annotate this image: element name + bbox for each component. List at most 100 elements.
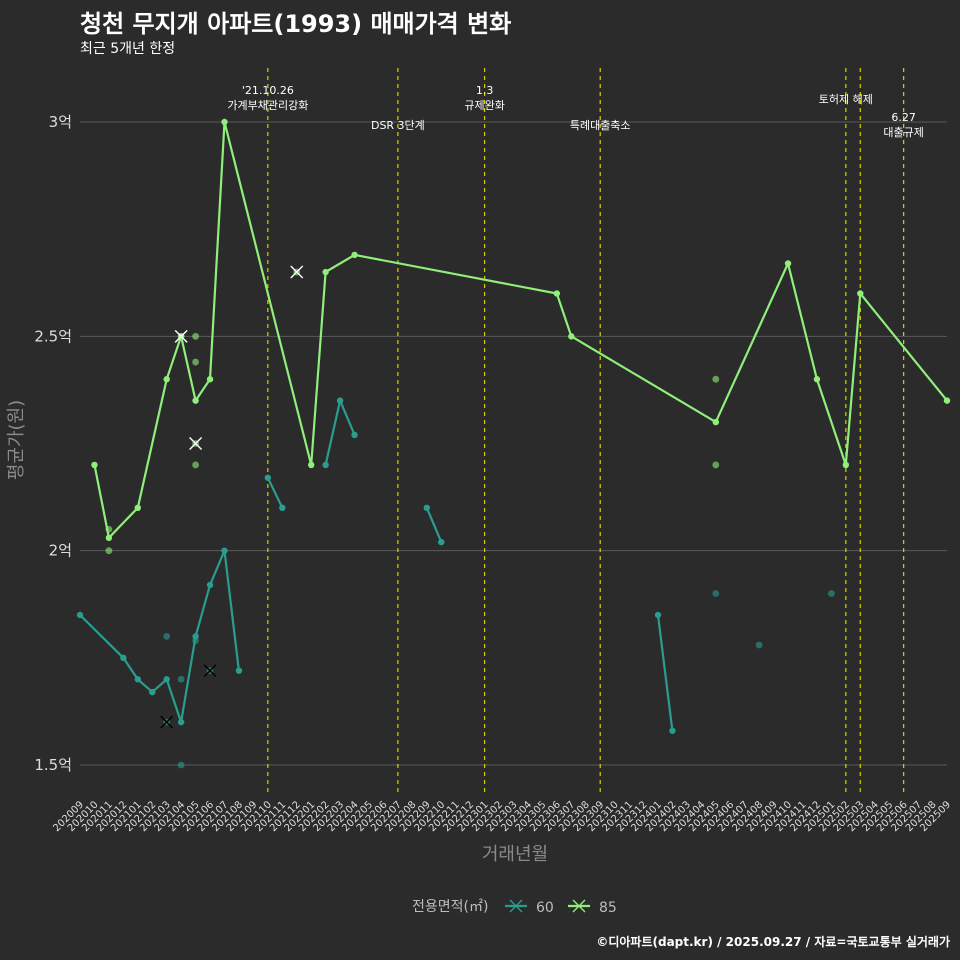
legend-swatch-cross-60-b [509,899,523,913]
series-60-point-3-1 [438,538,445,546]
legend-label-60: 60 [536,900,554,916]
series-85-cross-2-b [290,265,304,279]
series-85 [91,118,951,555]
series-85-point-0-15 [813,376,821,383]
legend-swatch-cross-60 [509,899,523,913]
series-60-point-0-9 [235,667,243,674]
series-85-point-0-0 [91,461,98,469]
series-60-point-1-0 [264,474,272,481]
series-60-point-0-1 [120,654,127,662]
series-85-cross-2 [290,265,304,279]
series-60-point-0-8 [221,547,228,554]
series-85-dot-5 [712,375,720,383]
series-60-dot-5 [755,641,763,649]
series-85-line-0 [93,120,948,539]
series-85-point-0-1 [105,534,113,542]
series-85-dot-2 [192,332,200,340]
series-85-point-0-11 [553,290,561,297]
legend-swatch-cross-85 [572,899,586,913]
chart-subtitle: 최근 5개년 한정 [80,41,176,57]
event-label-202506-1: 대출규제 [883,126,923,139]
series-60-line-3 [425,507,443,543]
series-85-point-0-9 [322,268,329,276]
series-85-dot-3 [192,358,200,366]
series-60-point-0-5 [177,718,185,726]
legend: 전용면적(㎡) 60 85 [412,899,617,916]
series-85-dot-6 [712,461,720,469]
y-tick-label-3: 3억 [49,113,72,131]
axis-layer: 1.5억2억2.5억3억2020092020102020112020122021… [34,113,953,834]
series-60-cross-1 [203,664,217,678]
series-85-point-0-16 [842,461,850,469]
series-60-point-2-0 [322,461,329,469]
series-60-point-2-1 [336,397,344,404]
series-60-point-0-3 [149,688,156,696]
series-60-dot-2 [177,761,185,769]
series-60-point-1-1 [279,504,286,512]
series-85-point-0-10 [351,251,358,259]
series-85-point-0-13 [712,418,719,426]
series-60-point-0-2 [134,676,141,683]
chart-title: 청천 무지개 아파트(1993) 매매가격 변화 [80,10,512,38]
series-85-point-0-17 [857,290,864,297]
legend-swatch-cross-85-b [572,899,586,913]
series-60-point-0-7 [206,581,214,589]
series-60-dot-3 [192,637,200,645]
series-layer [76,118,951,769]
series-85-point-0-3 [163,376,170,383]
legend-label-85: 85 [599,900,617,916]
series-85-cross-0-b [174,329,188,343]
series-60-cross-0 [160,715,174,729]
series-85-cross-1-b [189,437,203,450]
event-label-202207-0: DSR 3단계 [371,119,425,132]
series-60-line-0 [79,549,240,724]
legend-item-60: 60 [505,899,554,916]
y-tick-label-2: 2.5억 [34,327,72,345]
series-60-point-2-2 [351,431,358,439]
series-60-dot-4 [712,590,720,597]
series-85-cross-0 [174,329,188,343]
event-label-202301-1: 규제완화 [464,99,504,112]
y-tick-label-1: 2억 [49,542,72,560]
event-label-202309-0: 특례대출축소 [570,119,631,132]
series-60-line-2 [324,399,356,466]
series-85-point-0-18 [943,397,951,404]
series-60 [76,397,835,769]
y-axis-title: 평균가(원) [6,400,27,480]
source-caption: ©디아파트(dapt.kr) / 2025.09.27 / 자료=국토교통부 실… [596,935,950,949]
series-60-line-4 [656,614,674,731]
series-85-dot-4 [192,461,200,469]
series-60-point-3-0 [423,504,430,512]
series-60-point-0-0 [76,611,84,619]
series-60-cross-0-b [160,715,174,729]
event-label-202506-0: 6.27 [891,111,916,124]
series-85-point-0-5 [192,397,199,404]
series-60-point-4-1 [669,727,676,734]
series-60-point-0-4 [163,676,170,683]
legend-title: 전용면적(㎡) [412,899,488,915]
series-85-point-0-2 [134,504,141,512]
x-axis-title: 거래년월 [482,844,548,865]
event-label-202110-0: '21.10.26 [242,84,294,97]
series-85-dot-0 [105,525,113,533]
series-85-cross-1 [189,437,203,450]
event-label-202301-0: 1.3 [476,84,494,97]
series-60-dot-6 [828,590,835,597]
series-60-dot-0 [163,632,171,640]
series-85-point-0-8 [308,461,315,469]
legend-item-85: 85 [568,899,617,916]
event-label-202110-1: 가계부채관리강화 [227,99,308,112]
series-60-point-4-0 [654,611,662,619]
series-85-point-0-6 [206,376,214,383]
series-85-point-0-12 [568,333,575,340]
series-60-line-1 [266,477,284,509]
y-tick-label-0: 1.5억 [34,756,72,774]
event-label-202502-0: 토허제 해제 [819,92,873,106]
series-85-dot-1 [105,547,113,555]
series-60-cross-1-b [203,664,217,678]
series-60-dot-1 [177,675,185,683]
series-85-point-0-14 [784,260,792,267]
series-85-point-0-7 [221,118,228,126]
